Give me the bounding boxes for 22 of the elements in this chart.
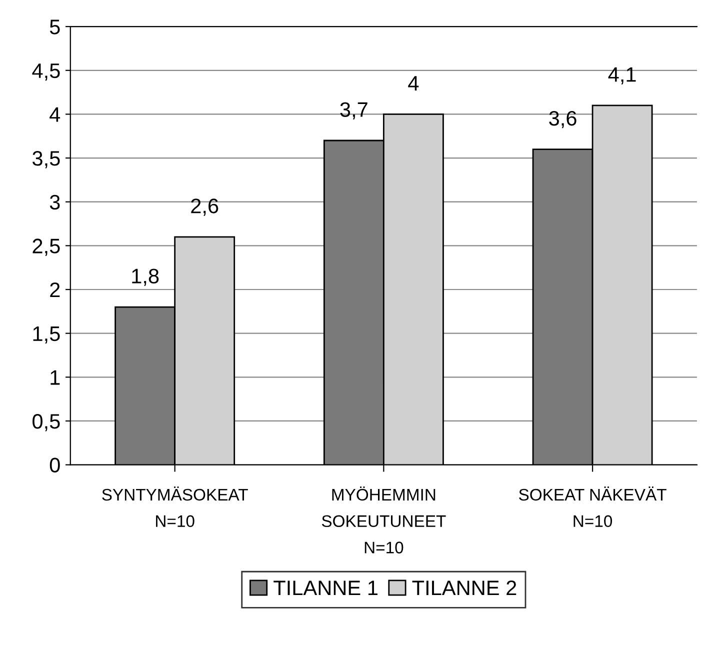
y-tick-label: 3,5 xyxy=(32,151,60,168)
x-tick-label: SOKEAT NÄKEVÄT N=10 xyxy=(519,486,666,528)
legend-label: TILANNE 2 xyxy=(412,580,516,596)
legend-label: TILANNE 1 xyxy=(274,580,378,596)
y-tick-label: 2 xyxy=(50,282,60,298)
y-tick-label: 0 xyxy=(50,458,60,473)
data-label: 3,7 xyxy=(340,102,368,120)
y-tick-label: 4,5 xyxy=(32,64,60,81)
y-tick-label: 2,5 xyxy=(32,238,60,256)
data-label: 4 xyxy=(408,76,419,90)
data-label: 4,1 xyxy=(608,67,636,84)
data-label: 1,8 xyxy=(132,268,159,286)
data-label: 3,6 xyxy=(549,110,576,128)
data-label: 2,6 xyxy=(191,198,218,216)
y-tick-label: 3 xyxy=(50,194,60,210)
y-tick-label: 1 xyxy=(50,370,60,385)
y-tick-label: 4 xyxy=(50,107,60,122)
y-tick-label: 5 xyxy=(50,20,60,34)
y-tick-label: 1,5 xyxy=(33,326,60,344)
x-tick-label: SYNTYMÄSOKEAT N=10 xyxy=(102,486,248,528)
x-tick-label: MYÖHEMMIN SOKEUTUNEET N=10 xyxy=(322,486,446,554)
y-tick-label: 0,5 xyxy=(32,414,60,432)
